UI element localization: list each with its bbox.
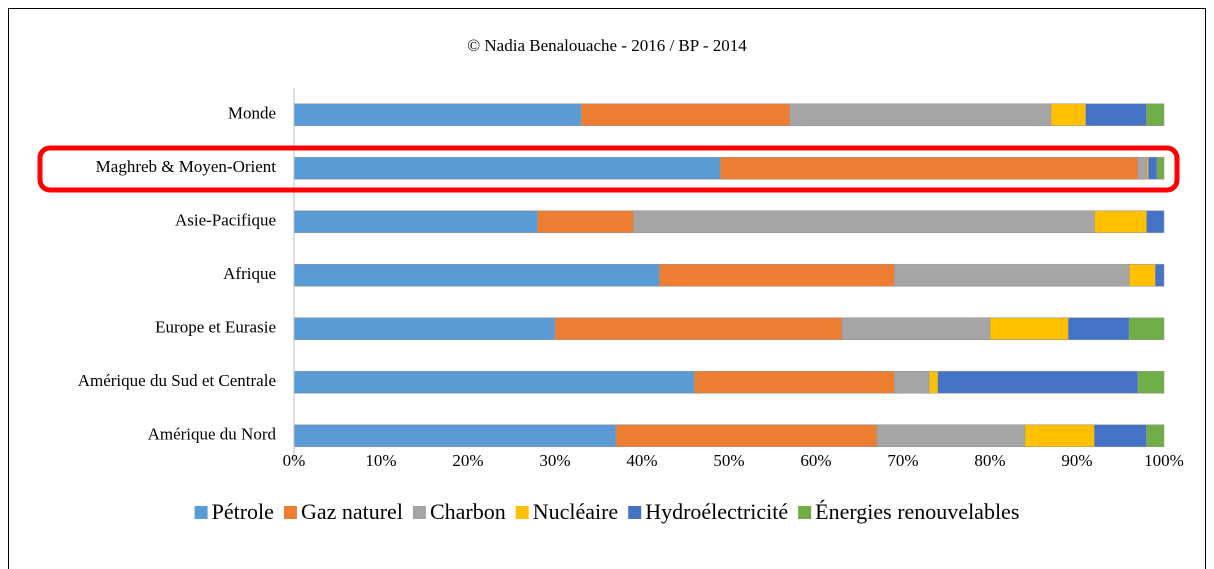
legend-label: Nucléaire — [533, 499, 619, 524]
bar-segment — [632, 210, 1095, 234]
bar-segment — [893, 370, 930, 394]
legend-label: Charbon — [430, 499, 506, 524]
bar-segment — [893, 263, 1130, 287]
bar-segment — [1094, 424, 1147, 448]
legend-swatch — [628, 506, 642, 519]
x-tick-label: 60% — [800, 451, 831, 470]
bar-segment — [1156, 156, 1165, 180]
bar-segment — [1155, 263, 1165, 287]
legend-swatch — [194, 506, 208, 519]
bar-segment — [293, 156, 721, 180]
bar-segment — [693, 370, 895, 394]
x-tick-label: 30% — [539, 451, 570, 470]
bar-segment — [937, 370, 1139, 394]
x-tick-label: 40% — [626, 451, 657, 470]
plot: Monde Maghreb & Moyen-Orient Asie-Pacifiqu… — [78, 88, 1184, 470]
x-tick-label: 0% — [283, 451, 306, 470]
y-tick-label: Amérique du Sud et Centrale — [78, 371, 276, 390]
x-tick-label: 10% — [365, 451, 396, 470]
x-tick-label: 100% — [1144, 451, 1184, 470]
y-tick-label: Maghreb & Moyen-Orient — [96, 157, 277, 176]
x-tick-label: 20% — [452, 451, 483, 470]
bar-segment — [1146, 424, 1165, 448]
bar-segment — [537, 210, 634, 234]
x-tick-label: 80% — [974, 451, 1005, 470]
chart-frame — [8, 8, 1206, 569]
legend-label: Hydroélectricité — [645, 499, 788, 524]
highlight — [37, 145, 1180, 193]
bar-segment — [615, 424, 878, 448]
bar-segment — [1094, 210, 1147, 234]
x-tick-label: 50% — [713, 451, 744, 470]
legend-swatch — [515, 506, 529, 519]
y-tick-label: Asie-Pacifique — [175, 211, 276, 230]
bar-segment — [789, 103, 1052, 127]
bar-segment — [580, 103, 791, 127]
bar-segment — [1068, 317, 1130, 341]
bar-segment — [1050, 103, 1087, 127]
y-tick-label: Monde — [228, 104, 276, 123]
legend-label: Gaz naturel — [301, 499, 403, 524]
bar-segment — [293, 317, 556, 341]
legend-label: Énergies renouvelables — [815, 499, 1019, 524]
y-tick-label: Afrique — [223, 264, 276, 283]
legend-swatch — [412, 506, 426, 519]
x-tick-label: 70% — [887, 451, 918, 470]
legend-swatch — [283, 506, 297, 519]
bar-segment — [293, 424, 617, 448]
legend: Pétrole Gaz naturel Charbon Nucléaire Hydroé… — [194, 499, 1019, 524]
bar-segment — [1148, 156, 1158, 180]
bar-segment — [876, 424, 1026, 448]
bar-segment — [1128, 263, 1156, 287]
bar-segment — [554, 317, 843, 341]
bar-segment — [293, 103, 582, 127]
bar-segment — [293, 263, 660, 287]
bar-segment — [841, 317, 991, 341]
bar-segment — [928, 370, 939, 394]
y-tick-label: Europe et Eurasie — [155, 318, 276, 337]
bar-segment — [1146, 103, 1165, 127]
bar-segment — [1024, 424, 1095, 448]
bar-segment — [1085, 103, 1147, 127]
bar-segment — [1128, 317, 1165, 341]
bar-segment — [293, 210, 538, 234]
legend-swatch — [798, 506, 812, 519]
bar-segment — [659, 263, 895, 287]
chart-title: © Nadia Benalouache - 2016 / BP - 2014 — [467, 36, 747, 55]
bar-segment — [989, 317, 1069, 341]
bar-segment — [1137, 156, 1147, 180]
y-tick-label: Amérique du Nord — [148, 425, 277, 444]
bar-segment — [293, 370, 695, 394]
legend-label: Pétrole — [212, 499, 274, 524]
bar-segment — [1146, 210, 1165, 234]
x-tick-label: 90% — [1061, 451, 1092, 470]
bar-segment — [719, 156, 1139, 180]
bar-segment — [1137, 370, 1165, 394]
